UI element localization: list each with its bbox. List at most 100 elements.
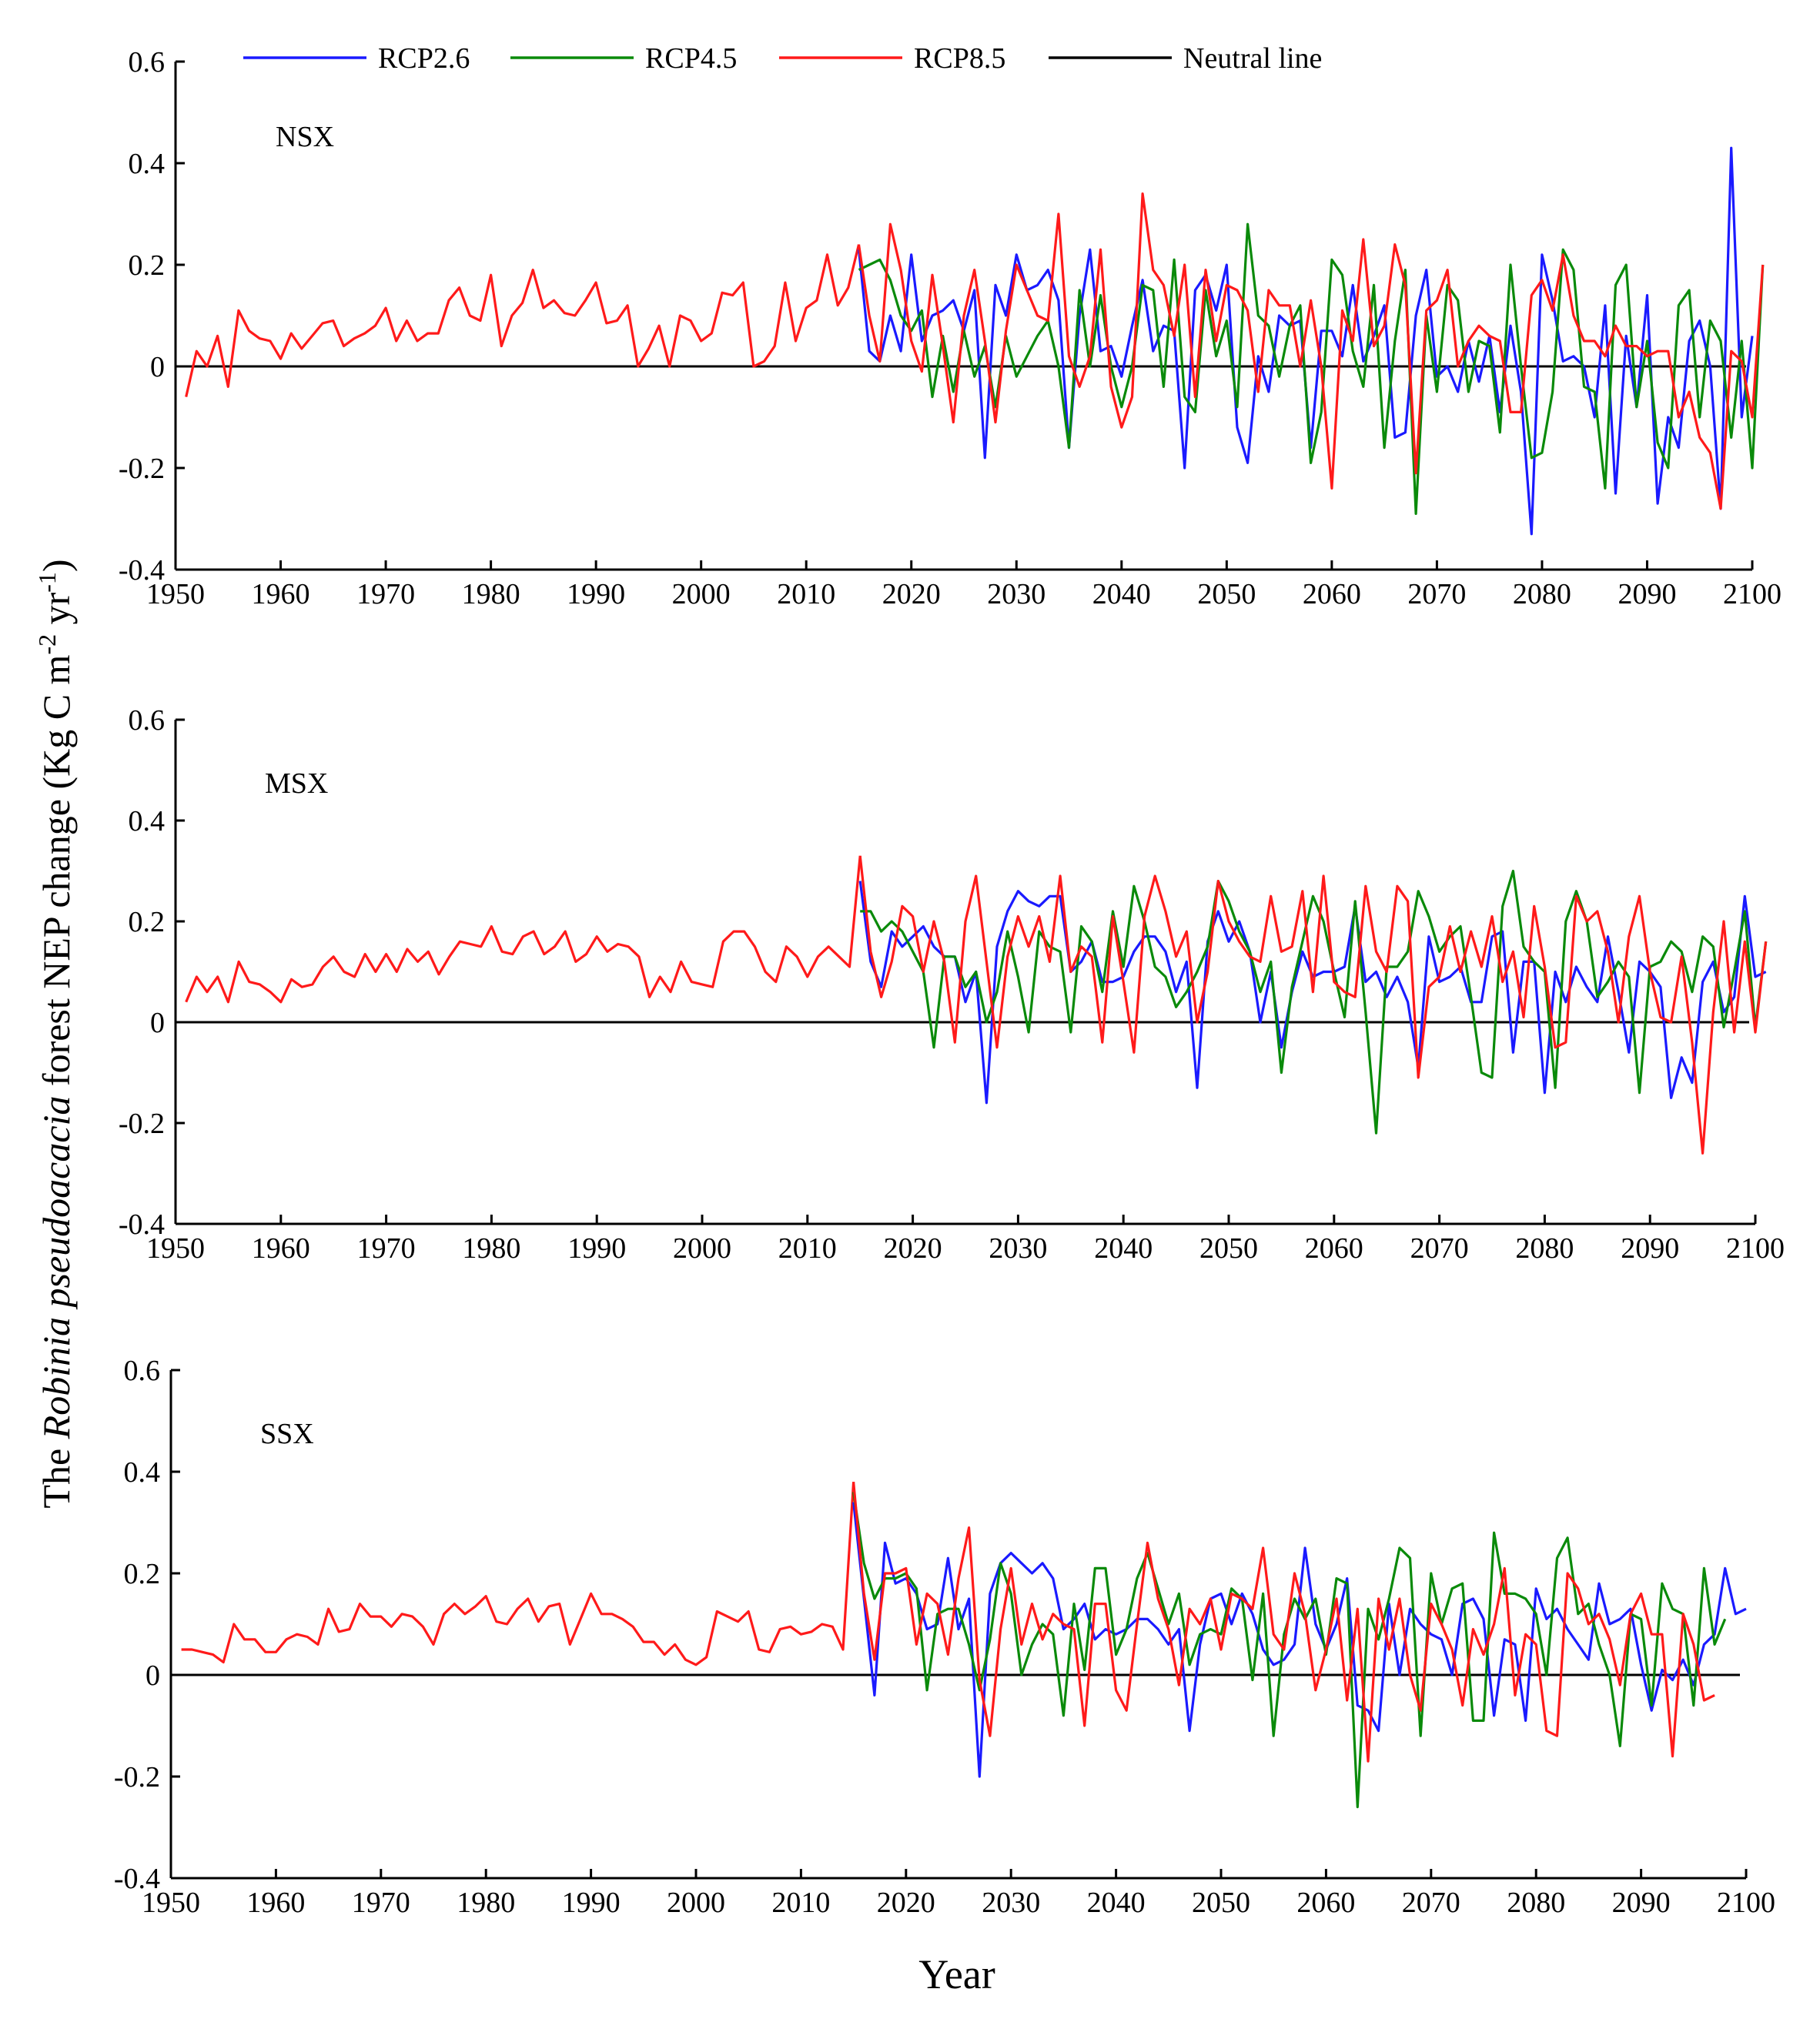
series-line-rcp26 bbox=[852, 1502, 1747, 1778]
x-tick-label: 1970 bbox=[357, 1232, 416, 1265]
y-axis-label-part: ) bbox=[35, 559, 78, 572]
x-tick-label: 2020 bbox=[884, 1232, 942, 1265]
x-tick-label: 2010 bbox=[771, 1887, 830, 1919]
panel-label: NSX bbox=[276, 121, 334, 153]
x-tick-label: 2050 bbox=[1199, 1232, 1258, 1265]
series-line-rcp26 bbox=[858, 881, 1767, 1105]
x-tick-label: 2100 bbox=[1726, 1232, 1785, 1265]
y-tick-label: 0 bbox=[150, 351, 165, 383]
x-tick-label: 2070 bbox=[1410, 1232, 1469, 1265]
x-tick-label: 1970 bbox=[356, 578, 415, 610]
series-line-rcp45 bbox=[860, 869, 1768, 1135]
y-tick-label: 0.2 bbox=[129, 906, 166, 938]
x-tick-label: 2080 bbox=[1515, 1232, 1574, 1265]
y-tick-label: 0 bbox=[146, 1660, 160, 1692]
x-tick-label: 2000 bbox=[673, 1232, 731, 1265]
x-tick-label: 2090 bbox=[1621, 1232, 1679, 1265]
y-axis-label-part: The bbox=[35, 1439, 78, 1508]
y-tick-label: -0.4 bbox=[119, 1208, 165, 1241]
series-line-rcp85 bbox=[858, 855, 1768, 1155]
y-axis-label-part: yr bbox=[35, 592, 78, 634]
x-tick-label: 2090 bbox=[1618, 578, 1676, 610]
series-line-historical bbox=[181, 1482, 855, 1666]
y-tick-label: 0.6 bbox=[129, 704, 166, 737]
y-tick-label: 0 bbox=[150, 1007, 165, 1039]
x-tick-label: 2100 bbox=[1717, 1887, 1775, 1919]
y-tick-label: 0.4 bbox=[129, 805, 166, 837]
y-tick-label: 0.4 bbox=[124, 1456, 161, 1489]
x-tick-label: 2060 bbox=[1296, 1887, 1355, 1919]
series-line-rcp45 bbox=[858, 222, 1765, 515]
legend-item: RCP2.6 bbox=[243, 42, 470, 75]
y-tick-label: 0.6 bbox=[129, 46, 166, 79]
x-tick-label: 2040 bbox=[1094, 1232, 1153, 1265]
series-line-rcp45 bbox=[852, 1492, 1727, 1809]
y-tick-label: -0.2 bbox=[119, 453, 165, 485]
x-tick-label: 2090 bbox=[1612, 1887, 1671, 1919]
y-axis-label-part: -1 bbox=[33, 572, 61, 593]
x-tick-label: 1950 bbox=[146, 578, 205, 610]
x-tick-label: 2050 bbox=[1197, 578, 1256, 610]
x-tick-label: 2020 bbox=[877, 1887, 935, 1919]
x-tick-label: 1950 bbox=[146, 1232, 205, 1265]
x-axis-label: Year bbox=[918, 1951, 995, 1997]
y-axis-label: The Robinia pseudoacacia forest NEP chan… bbox=[33, 559, 78, 1508]
chart-panels: -0.4 -0.2 0 0.2 0.4 0.6 1950 1960 1970 1980 1990 20… bbox=[114, 46, 1785, 1919]
x-tick-label: 1960 bbox=[252, 578, 310, 610]
y-tick-label: -0.4 bbox=[119, 554, 165, 587]
legend-label: Neutral line bbox=[1183, 42, 1322, 75]
x-tick-label: 2040 bbox=[1092, 578, 1151, 610]
y-tick-label: 0.2 bbox=[124, 1558, 161, 1590]
y-tick-label: 0.2 bbox=[129, 249, 166, 282]
x-tick-label: 2010 bbox=[777, 578, 835, 610]
x-tick-label: 1990 bbox=[562, 1887, 621, 1919]
x-tick-label: 1960 bbox=[252, 1232, 310, 1265]
y-tick-label: -0.2 bbox=[114, 1761, 160, 1793]
legend-label: RCP8.5 bbox=[914, 42, 1005, 75]
x-tick-label: 2040 bbox=[1087, 1887, 1146, 1919]
x-tick-label: 1980 bbox=[457, 1887, 515, 1919]
y-tick-label: 0.6 bbox=[124, 1355, 161, 1387]
y-tick-label: 0.4 bbox=[129, 148, 166, 180]
legend: RCP2.6 RCP4.5 RCP8.5 Neutral line bbox=[243, 42, 1322, 75]
y-axis-label-part: forest NEP change (Kg C m bbox=[35, 654, 78, 1095]
y-tick-label: -0.4 bbox=[114, 1863, 160, 1895]
x-tick-label: 2000 bbox=[667, 1887, 725, 1919]
series-line-rcp85 bbox=[852, 1482, 1715, 1763]
chart-panel-ssx: -0.4 -0.2 0 0.2 0.4 0.6 1950 1960 1970 1980 1990 20… bbox=[114, 1355, 1775, 1919]
legend-label: RCP4.5 bbox=[645, 42, 737, 75]
legend-item: Neutral line bbox=[1049, 42, 1322, 75]
x-tick-label: 2030 bbox=[982, 1887, 1040, 1919]
chart-panel-msx: -0.4 -0.2 0 0.2 0.4 0.6 1950 1960 1970 1980 1990 20… bbox=[119, 704, 1785, 1265]
legend-item: RCP4.5 bbox=[510, 42, 737, 75]
x-tick-label: 1970 bbox=[352, 1887, 410, 1919]
x-tick-label: 2080 bbox=[1507, 1887, 1565, 1919]
x-tick-label: 2060 bbox=[1303, 578, 1361, 610]
x-tick-label: 1990 bbox=[567, 578, 625, 610]
y-axis-label-part: Robinia pseudoacacia bbox=[35, 1096, 78, 1440]
legend-label: RCP2.6 bbox=[378, 42, 470, 75]
y-axis-label-part: -2 bbox=[33, 634, 61, 655]
panel-label: MSX bbox=[265, 767, 328, 800]
chart-panel-nsx: -0.4 -0.2 0 0.2 0.4 0.6 1950 1960 1970 1980 1990 20… bbox=[119, 46, 1782, 610]
x-tick-label: 1960 bbox=[246, 1887, 305, 1919]
x-tick-label: 1980 bbox=[462, 578, 520, 610]
x-tick-label: 1980 bbox=[462, 1232, 520, 1265]
x-tick-label: 2070 bbox=[1402, 1887, 1460, 1919]
x-tick-label: 2070 bbox=[1407, 578, 1466, 610]
series-line-rcp85 bbox=[857, 192, 1765, 510]
x-tick-label: 2020 bbox=[882, 578, 941, 610]
x-tick-label: 2100 bbox=[1723, 578, 1782, 610]
x-tick-label: 1990 bbox=[567, 1232, 626, 1265]
y-tick-label: -0.2 bbox=[119, 1108, 165, 1140]
series-line-historical bbox=[185, 855, 861, 1004]
x-tick-label: 2010 bbox=[778, 1232, 837, 1265]
x-tick-label: 2030 bbox=[987, 578, 1045, 610]
x-tick-label: 2080 bbox=[1513, 578, 1571, 610]
panel-label: SSX bbox=[260, 1418, 314, 1450]
x-tick-label: 2050 bbox=[1192, 1887, 1250, 1919]
legend-item: RCP8.5 bbox=[779, 42, 1005, 75]
series-line-historical bbox=[185, 244, 861, 397]
x-tick-label: 2060 bbox=[1305, 1232, 1363, 1265]
